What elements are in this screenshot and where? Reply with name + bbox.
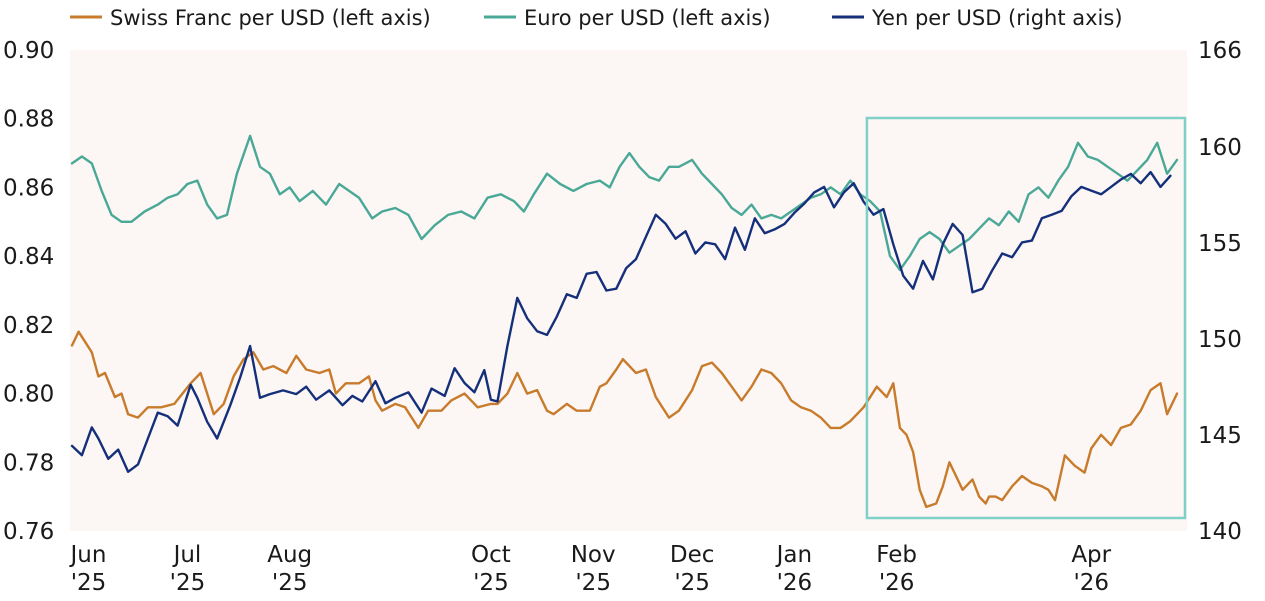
x-tick-month: Nov bbox=[571, 542, 616, 568]
x-tick-month: Dec bbox=[670, 542, 715, 568]
series-line-euro bbox=[70, 134, 1179, 272]
right-tick-label: 160 bbox=[1198, 135, 1242, 161]
highlight-box bbox=[865, 116, 1187, 520]
right-axis-ticks: 166 160 155 150 145 140 bbox=[1198, 38, 1242, 545]
left-tick-label: 0.82 bbox=[3, 313, 54, 339]
legend-item-euro: Euro per USD (left axis) bbox=[484, 6, 771, 30]
x-tick-month: Jul bbox=[172, 542, 202, 568]
series-line-yen bbox=[70, 170, 1172, 473]
legend-label-swiss-franc: Swiss Franc per USD (left axis) bbox=[110, 6, 431, 30]
x-tick-year: '25 bbox=[272, 570, 308, 596]
legend-item-yen: Yen per USD (right axis) bbox=[832, 6, 1123, 30]
series-line-swiss-franc bbox=[70, 330, 1179, 509]
right-tick-label: 166 bbox=[1198, 38, 1242, 64]
left-tick-label: 0.76 bbox=[3, 519, 54, 545]
x-tick-month: Aug bbox=[267, 542, 312, 568]
left-tick-label: 0.78 bbox=[3, 450, 54, 476]
right-tick-label: 150 bbox=[1198, 327, 1242, 353]
x-tick-year: '26 bbox=[1073, 570, 1109, 596]
x-tick-year: '25 bbox=[575, 570, 611, 596]
left-tick-label: 0.84 bbox=[3, 244, 54, 270]
x-tick-month: Jun bbox=[69, 542, 107, 568]
x-axis-ticks: Jun'25Jul'25Aug'25Oct'25Nov'25Dec'25Jan'… bbox=[69, 542, 1112, 596]
left-tick-label: 0.86 bbox=[3, 175, 54, 201]
x-tick-year: '25 bbox=[674, 570, 710, 596]
x-tick-year: '25 bbox=[473, 570, 509, 596]
left-axis-ticks: 0.90 0.88 0.86 0.84 0.82 0.80 0.78 0.76 bbox=[3, 38, 54, 545]
right-tick-label: 140 bbox=[1198, 519, 1242, 545]
x-tick-year: '25 bbox=[71, 570, 107, 596]
x-tick-year: '26 bbox=[777, 570, 813, 596]
right-tick-label: 145 bbox=[1198, 423, 1242, 449]
x-tick-month: Apr bbox=[1071, 542, 1111, 568]
right-tick-label: 155 bbox=[1198, 231, 1242, 257]
x-tick-year: '25 bbox=[170, 570, 206, 596]
left-tick-label: 0.88 bbox=[3, 107, 54, 133]
legend-item-swiss-franc: Swiss Franc per USD (left axis) bbox=[70, 6, 431, 30]
plot-background bbox=[70, 50, 1187, 531]
left-tick-label: 0.80 bbox=[3, 382, 54, 408]
x-tick-month: Oct bbox=[471, 542, 511, 568]
x-tick-month: Feb bbox=[876, 542, 917, 568]
legend: Swiss Franc per USD (left axis) Euro per… bbox=[70, 6, 1123, 30]
x-tick-year: '26 bbox=[879, 570, 915, 596]
legend-label-euro: Euro per USD (left axis) bbox=[524, 6, 771, 30]
x-tick-month: Jan bbox=[775, 542, 812, 568]
left-tick-label: 0.90 bbox=[3, 38, 54, 64]
series-layer bbox=[70, 134, 1179, 509]
legend-label-yen: Yen per USD (right axis) bbox=[871, 6, 1123, 30]
